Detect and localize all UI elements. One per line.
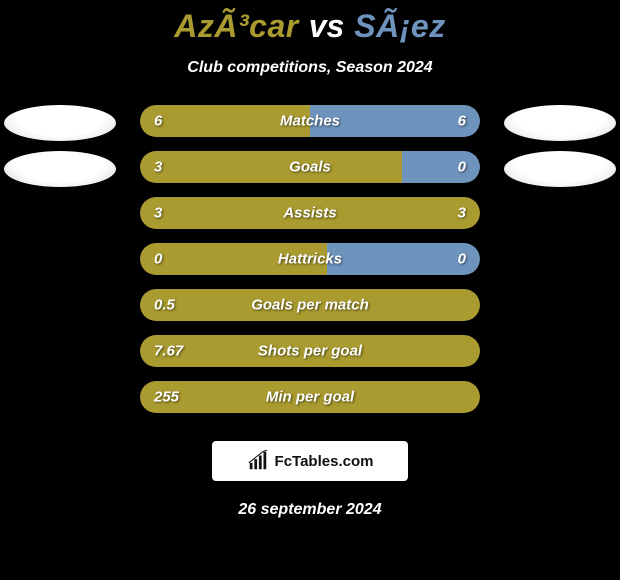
- player2-avatar-row1: [504, 105, 616, 141]
- stat-bar: 7.67 Shots per goal: [140, 335, 480, 367]
- stat-label: Assists: [283, 205, 336, 222]
- stat-value-left: 255: [154, 389, 179, 406]
- player1-avatar-row1: [4, 105, 116, 141]
- title-player1: AzÃ³car: [174, 8, 298, 45]
- stat-bar: 0 0 Hattricks: [140, 243, 480, 275]
- title-vs: vs: [309, 8, 345, 45]
- stat-value-left: 3: [154, 159, 162, 176]
- bar-fill-left: [140, 151, 402, 183]
- watermark-text: FcTables.com: [275, 453, 374, 470]
- stat-bar: 3 0 Goals: [140, 151, 480, 183]
- content: 6 6 Matches 3 0 Goals 3 3 Assists 0 0 Hattricks 0.5 G…: [0, 105, 620, 413]
- stat-value-right: 6: [458, 113, 466, 130]
- bar-chart-icon: [247, 450, 269, 472]
- stats-bars: 6 6 Matches 3 0 Goals 3 3 Assists 0 0 Hattricks 0.5 G…: [140, 105, 480, 413]
- stat-value-left: 0.5: [154, 297, 175, 314]
- stat-bar: 0.5 Goals per match: [140, 289, 480, 321]
- stat-label: Goals: [289, 159, 331, 176]
- title-row: AzÃ³car vs SÃ¡ez: [0, 0, 620, 45]
- stat-value-right: 0: [458, 251, 466, 268]
- stat-value-right: 3: [458, 205, 466, 222]
- stat-value-left: 3: [154, 205, 162, 222]
- bar-fill-right: [402, 151, 480, 183]
- stat-label: Min per goal: [266, 389, 354, 406]
- stat-bar: 6 6 Matches: [140, 105, 480, 137]
- stat-label: Shots per goal: [258, 343, 362, 360]
- subtitle: Club competitions, Season 2024: [0, 59, 620, 77]
- stat-value-right: 0: [458, 159, 466, 176]
- stat-value-left: 7.67: [154, 343, 183, 360]
- player1-avatar-row2: [4, 151, 116, 187]
- watermark: FcTables.com: [212, 441, 408, 481]
- player2-avatar-row2: [504, 151, 616, 187]
- stat-bar: 3 3 Assists: [140, 197, 480, 229]
- date: 26 september 2024: [0, 501, 620, 519]
- stat-value-left: 6: [154, 113, 162, 130]
- title-player2: SÃ¡ez: [354, 8, 445, 45]
- stat-value-left: 0: [154, 251, 162, 268]
- stat-label: Goals per match: [251, 297, 369, 314]
- stat-label: Hattricks: [278, 251, 342, 268]
- stat-bar: 255 Min per goal: [140, 381, 480, 413]
- stat-label: Matches: [280, 113, 340, 130]
